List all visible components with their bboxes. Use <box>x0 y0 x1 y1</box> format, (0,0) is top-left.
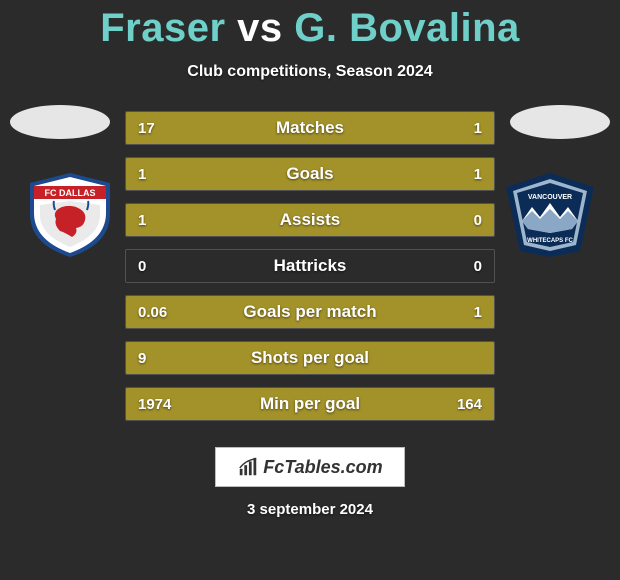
comparison-title: Fraser vs G. Bovalina <box>0 0 620 51</box>
stat-label: Matches <box>126 112 494 144</box>
right-ellipse-decoration <box>510 105 610 139</box>
stats-table: 171Matches 11Goals 10Assists 00Hattricks 0.0… <box>125 111 495 421</box>
fc-dallas-icon: FC DALLAS <box>20 169 120 259</box>
vancouver-whitecaps-icon: VANCOUVER WHITECAPS FC <box>500 169 600 259</box>
stat-row: 1974164Min per goal <box>125 387 495 421</box>
stat-label: Assists <box>126 204 494 236</box>
date-label: 3 september 2024 <box>0 501 620 518</box>
svg-text:VANCOUVER: VANCOUVER <box>528 194 572 201</box>
stat-label: Goals per match <box>126 296 494 328</box>
title-right-player: G. Bovalina <box>294 6 520 50</box>
stat-label: Shots per goal <box>126 342 494 374</box>
stat-row: 171Matches <box>125 111 495 145</box>
title-left-player: Fraser <box>100 6 225 50</box>
stat-label: Min per goal <box>126 388 494 420</box>
fctables-logo: FcTables.com <box>215 447 405 487</box>
comparison-content: FC DALLAS VANCOUVER WHITECAPS FC 171Matc… <box>0 111 620 421</box>
svg-text:FC DALLAS: FC DALLAS <box>45 188 96 198</box>
logo-text: FcTables.com <box>263 457 382 478</box>
stat-row: 9Shots per goal <box>125 341 495 375</box>
left-ellipse-decoration <box>10 105 110 139</box>
stat-row: 00Hattricks <box>125 249 495 283</box>
left-team-badge: FC DALLAS <box>20 169 120 259</box>
chart-icon <box>237 456 259 478</box>
logo-text-3: .com <box>341 457 383 477</box>
subtitle: Club competitions, Season 2024 <box>0 63 620 81</box>
stat-row: 10Assists <box>125 203 495 237</box>
stat-row: 0.061Goals per match <box>125 295 495 329</box>
logo-text-2: Tables <box>284 457 340 477</box>
stat-label: Hattricks <box>126 250 494 282</box>
stat-label: Goals <box>126 158 494 190</box>
title-vs: vs <box>226 6 295 50</box>
svg-text:WHITECAPS FC: WHITECAPS FC <box>527 238 573 244</box>
stat-row: 11Goals <box>125 157 495 191</box>
right-team-badge: VANCOUVER WHITECAPS FC <box>500 169 600 259</box>
logo-text-1: Fc <box>263 457 284 477</box>
